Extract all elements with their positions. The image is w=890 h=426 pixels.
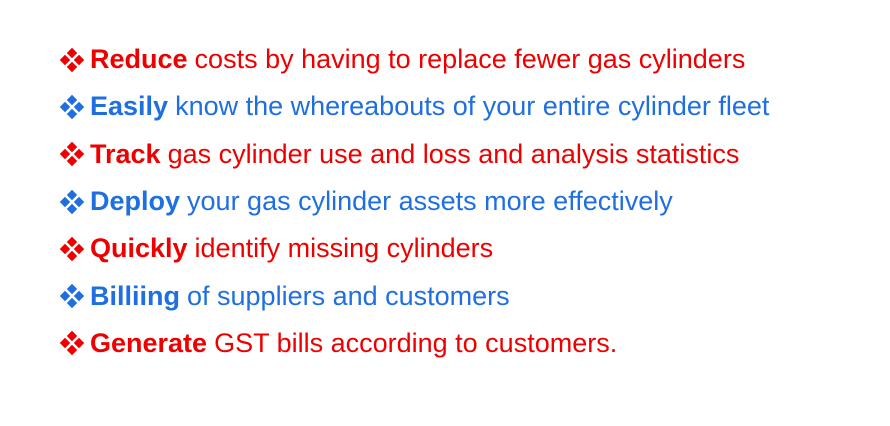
bullet-item-quickly: Quickly identify missing cylinders [58, 225, 769, 272]
bullet-item-deploy: Deploy your gas cylinder assets more eff… [58, 178, 769, 225]
bullet-text: your gas cylinder assets more effectivel… [187, 186, 673, 217]
bullet-item-track: Track gas cylinder use and loss and anal… [58, 131, 769, 178]
four-diamond-bullet-icon [58, 235, 86, 263]
bullet-item-reduce: Reduce costs by having to replace fewer … [58, 36, 769, 83]
bullet-item-easily: Easily know the whereabouts of your enti… [58, 83, 769, 130]
feature-bullet-list: Reduce costs by having to replace fewer … [58, 36, 769, 367]
bullet-keyword: Reduce [90, 44, 188, 75]
bullet-keyword: Quickly [90, 233, 188, 264]
bullet-keyword: Track [90, 138, 161, 169]
four-diamond-bullet-icon [58, 140, 86, 168]
four-diamond-bullet-icon [58, 329, 86, 357]
bullet-text: GST bills according to customers. [214, 327, 618, 358]
bullet-text: gas cylinder use and loss and analysis s… [167, 138, 740, 169]
four-diamond-bullet-icon [58, 46, 86, 74]
four-diamond-bullet-icon [58, 188, 86, 216]
four-diamond-bullet-icon [58, 93, 86, 121]
bullet-text: costs by having to replace fewer gas cyl… [194, 44, 746, 75]
bullet-item-billing: Billiing of suppliers and customers [58, 272, 769, 319]
four-diamond-bullet-icon [58, 282, 86, 310]
bullet-keyword: Deploy [90, 186, 181, 217]
bullet-text: know the whereabouts of your entire cyli… [175, 91, 770, 122]
bullet-keyword: Billiing [90, 280, 180, 311]
bullet-text: identify missing cylinders [194, 233, 494, 264]
bullet-keyword: Generate [90, 327, 208, 358]
bullet-item-generate: Generate GST bills according to customer… [58, 320, 769, 367]
bullet-keyword: Easily [90, 91, 169, 122]
bullet-text: of suppliers and customers [187, 280, 510, 311]
